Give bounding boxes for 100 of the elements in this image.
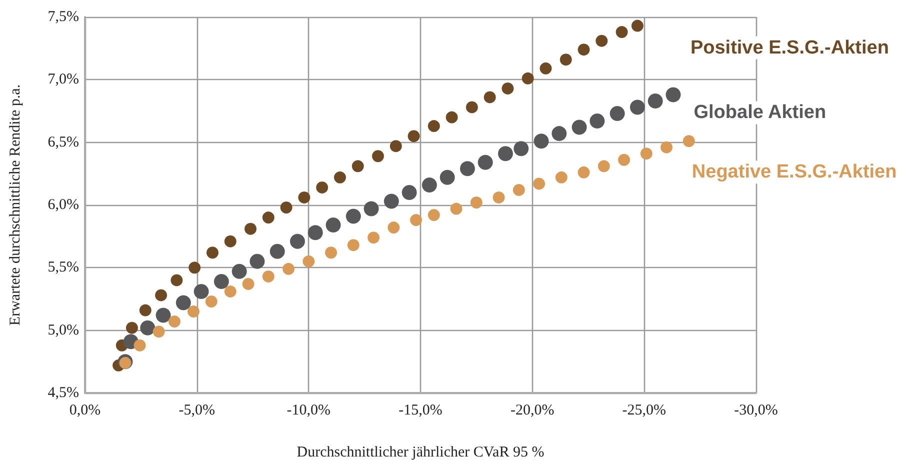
point — [364, 201, 379, 216]
point — [140, 320, 156, 336]
point — [450, 202, 462, 215]
x-tick-label: -25,0% — [622, 402, 666, 418]
point — [446, 111, 458, 124]
point — [610, 106, 625, 121]
point — [470, 196, 482, 208]
point — [346, 208, 361, 224]
point — [428, 209, 440, 222]
point — [596, 34, 608, 47]
point — [214, 274, 229, 289]
point — [194, 284, 209, 299]
point — [308, 225, 323, 240]
x-axis-title: Durchschnittlicher jährlicher CVaR 95 % — [296, 444, 544, 460]
point — [631, 20, 644, 32]
point — [170, 274, 183, 286]
point — [492, 191, 505, 204]
point — [290, 234, 305, 249]
point — [232, 264, 247, 279]
point — [347, 239, 360, 252]
y-tick-label: 7,5% — [48, 9, 79, 25]
point — [484, 91, 496, 104]
point — [630, 100, 645, 115]
point — [298, 191, 310, 204]
point — [572, 120, 587, 135]
point — [666, 87, 681, 102]
point — [368, 232, 380, 244]
point — [384, 194, 399, 209]
point — [410, 214, 422, 226]
point — [460, 161, 475, 176]
point — [466, 101, 478, 114]
point — [156, 308, 171, 323]
point — [152, 326, 165, 338]
point — [262, 212, 274, 224]
point — [512, 184, 525, 196]
point — [560, 54, 572, 66]
point — [540, 62, 552, 74]
point — [598, 160, 610, 172]
point — [280, 202, 292, 214]
point — [262, 270, 274, 282]
point — [388, 222, 400, 234]
point — [168, 316, 180, 328]
series-label: Globale Aktien — [694, 102, 826, 124]
point — [316, 181, 328, 194]
point — [552, 126, 567, 142]
point — [224, 285, 236, 298]
point — [618, 154, 630, 166]
point — [176, 295, 191, 310]
point — [282, 262, 295, 275]
point — [372, 150, 384, 162]
x-tick-label: -20,0% — [510, 402, 554, 418]
y-tick-label: 5,5% — [48, 260, 79, 276]
x-tick-label: -30,0% — [734, 402, 778, 418]
point — [155, 289, 168, 302]
point — [534, 134, 549, 149]
point — [498, 146, 513, 162]
y-tick-label: 4,5% — [48, 385, 79, 401]
text: Positive E.S.G.-Aktien — [690, 37, 889, 58]
point — [402, 184, 417, 200]
point — [440, 170, 455, 185]
point — [352, 160, 364, 172]
x-tick-label: -5,0% — [178, 402, 215, 418]
point — [139, 304, 152, 316]
point — [244, 222, 257, 235]
point — [325, 246, 338, 259]
point — [660, 141, 673, 154]
x-tick-label: -10,0% — [286, 402, 331, 418]
point — [640, 148, 652, 160]
point — [242, 278, 254, 290]
point — [334, 171, 346, 184]
point — [533, 178, 546, 190]
point — [206, 246, 218, 259]
y-tick-label: 6,0% — [48, 197, 79, 213]
y-axis-title: Erwartete durchschnittliche Rendite p.a. — [8, 84, 24, 326]
x-tick-label: 0,0% — [69, 402, 101, 418]
point — [682, 135, 695, 148]
point — [187, 306, 200, 318]
x-tick-label: -15,0% — [398, 402, 442, 418]
point — [590, 114, 605, 129]
point — [408, 130, 420, 142]
point — [302, 255, 315, 268]
point — [126, 322, 138, 334]
point — [522, 72, 534, 84]
point — [502, 82, 514, 94]
point — [428, 120, 440, 132]
point — [616, 26, 628, 38]
point — [326, 218, 341, 233]
point — [250, 254, 265, 269]
series-label: Negative E.S.G.-Aktien — [692, 162, 897, 183]
point — [390, 140, 402, 152]
point — [270, 244, 285, 259]
y-tick-label: 7,0% — [48, 72, 79, 88]
point — [648, 93, 663, 108]
point — [224, 235, 236, 248]
point — [514, 141, 529, 156]
point — [422, 177, 437, 192]
point — [188, 262, 201, 274]
point — [134, 339, 146, 352]
point — [205, 296, 218, 308]
point — [578, 44, 590, 56]
